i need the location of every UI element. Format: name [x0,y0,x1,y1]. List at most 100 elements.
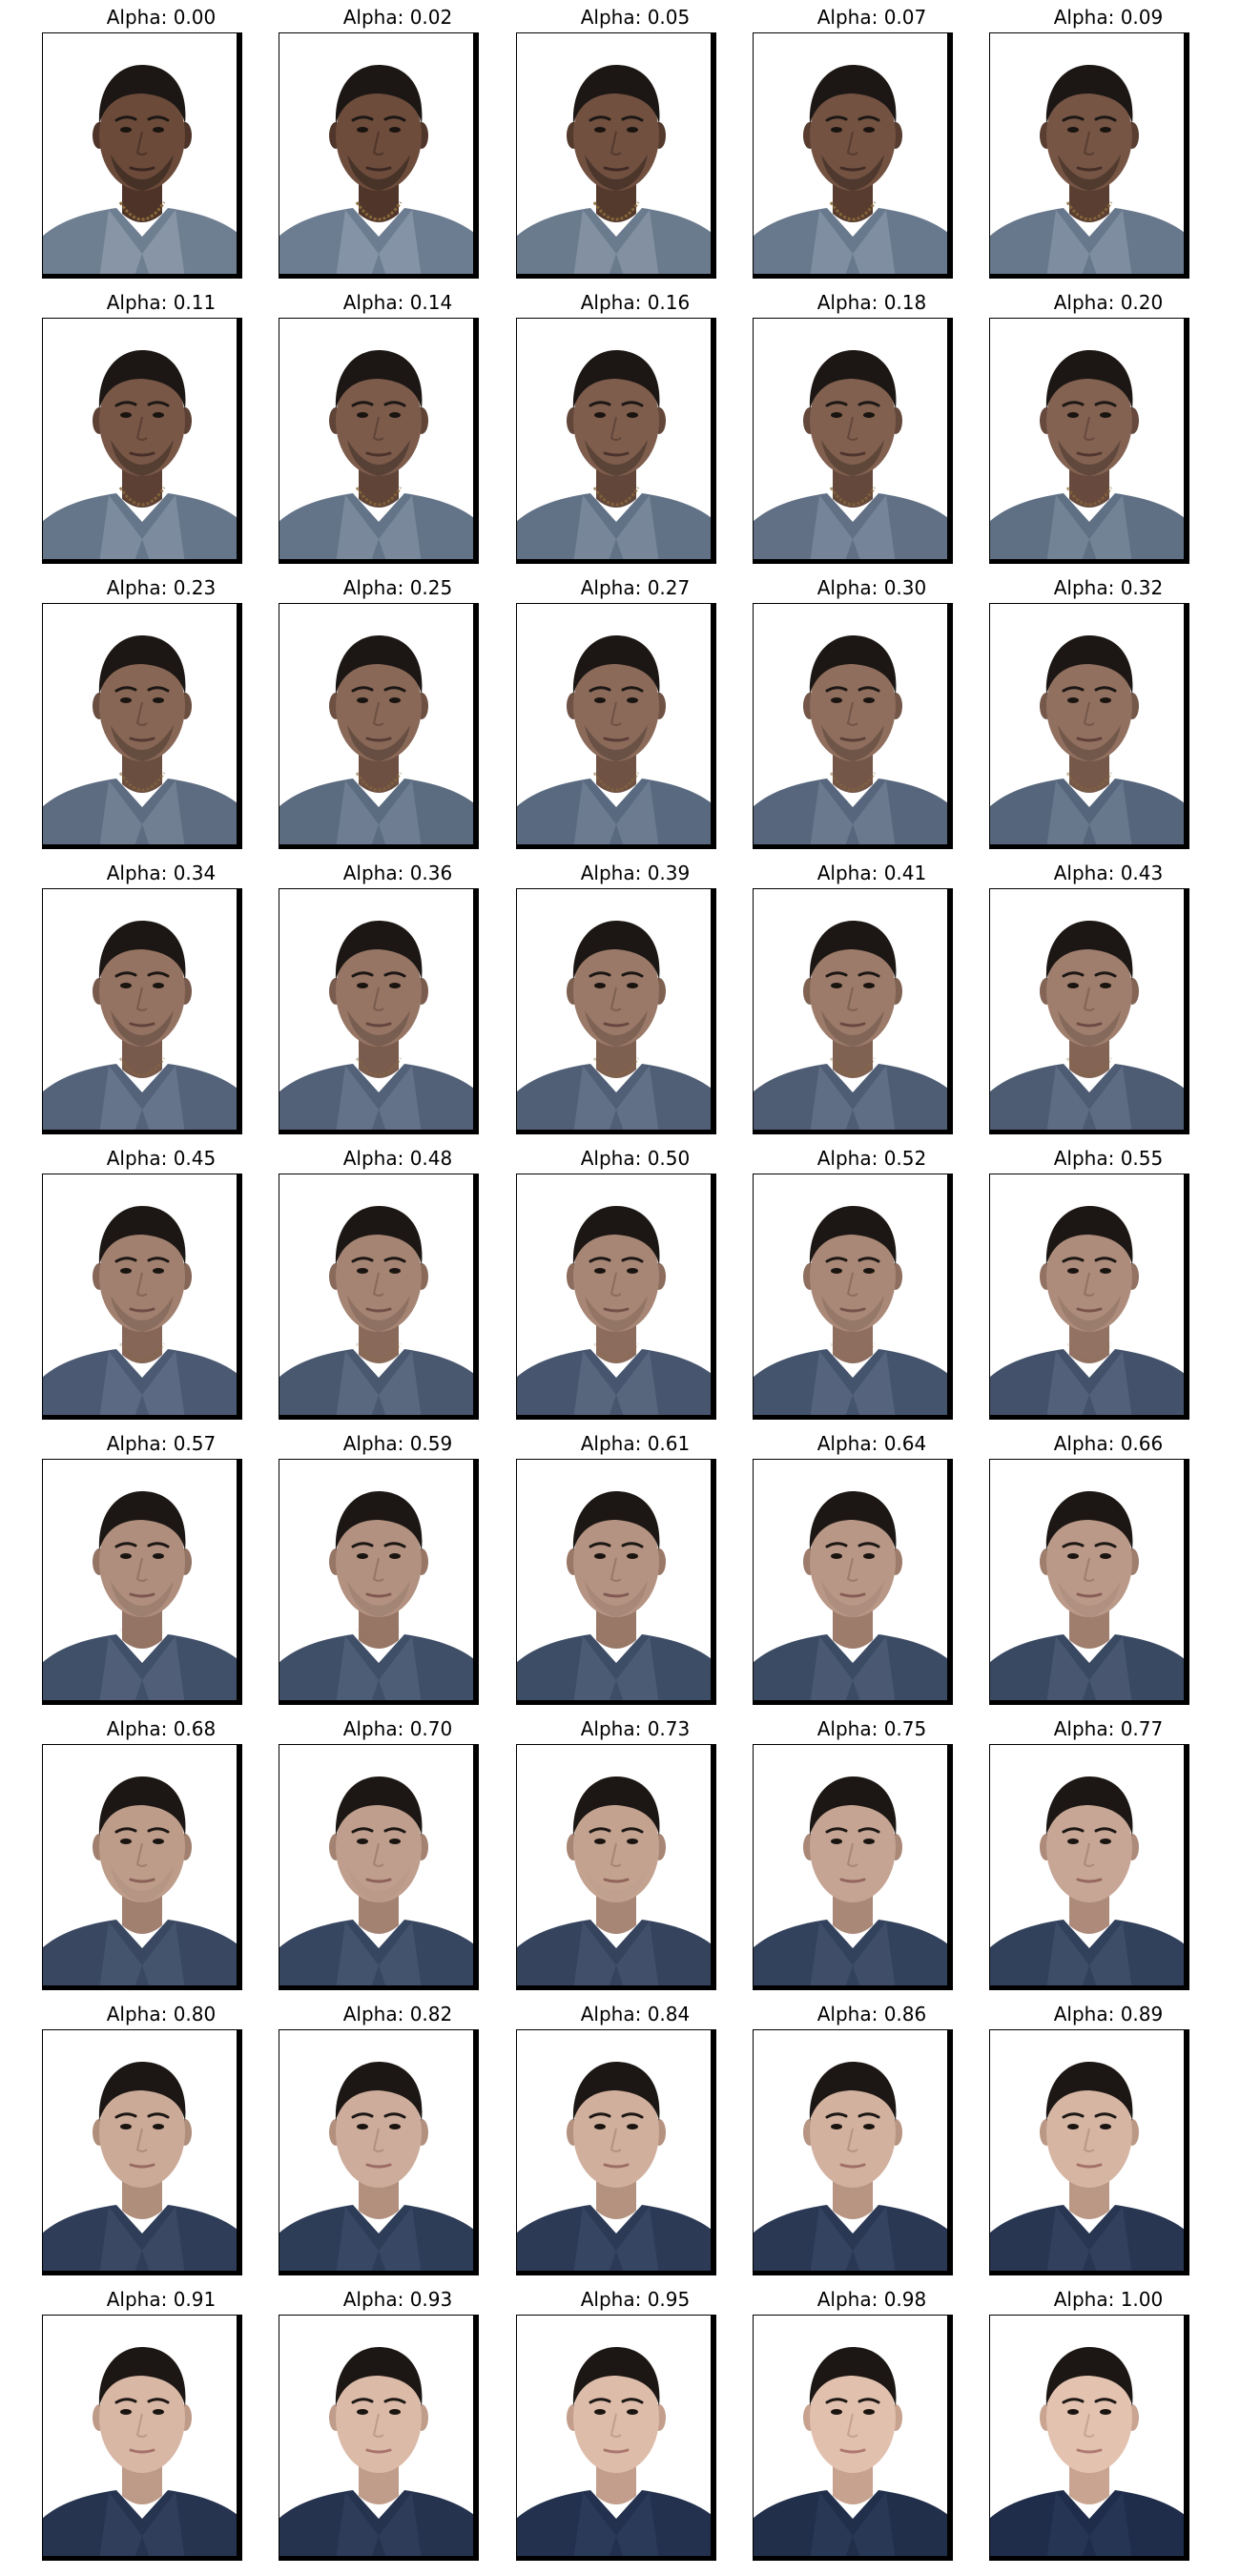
morph-panel: Alpha: 0.18 [753,285,991,571]
panel-title: Alpha: 0.66 [1053,1432,1164,1455]
portrait-image [989,1459,1189,1705]
panel-title: Alpha: 0.34 [106,862,217,884]
panel-title: Alpha: 0.09 [1053,6,1164,29]
portrait-image [989,603,1189,849]
portrait-image [42,1744,242,1990]
portrait-image [989,1744,1189,1990]
portrait-image [989,2315,1189,2561]
morph-panel: Alpha: 0.11 [42,285,280,571]
portrait-image [753,2029,953,2275]
portrait-svg [989,1174,1189,1420]
morph-panel: Alpha: 0.68 [42,1712,280,1998]
panel-title: Alpha: 0.86 [816,2003,927,2025]
portrait-svg [279,1459,479,1705]
panel-title: Alpha: 0.14 [342,291,453,314]
portrait-svg [753,1459,953,1705]
portrait-image [753,32,953,279]
morph-panel: Alpha: 0.66 [989,1426,1228,1713]
morph-panel: Alpha: 0.57 [42,1426,280,1713]
portrait-image [42,2315,242,2561]
portrait-svg [516,1744,716,1990]
morph-panel: Alpha: 0.55 [989,1141,1228,1427]
panel-title: Alpha: 0.25 [342,576,453,599]
portrait-svg [42,1744,242,1990]
portrait-svg [753,32,953,279]
panel-title: Alpha: 0.45 [106,1147,217,1170]
portrait-svg [989,1459,1189,1705]
panel-title: Alpha: 0.64 [816,1432,927,1455]
morph-panel: Alpha: 0.34 [42,856,280,1142]
panel-title: Alpha: 1.00 [1053,2288,1164,2311]
morph-panel: Alpha: 0.16 [516,285,754,571]
portrait-image [42,1459,242,1705]
portrait-image [516,32,716,279]
portrait-svg [753,2315,953,2561]
portrait-image [989,2029,1189,2275]
portrait-svg [42,318,242,564]
portrait-svg [753,318,953,564]
portrait-svg [42,1174,242,1420]
portrait-svg [753,1744,953,1990]
portrait-svg [42,2315,242,2561]
portrait-svg [516,1174,716,1420]
morph-panel: Alpha: 0.77 [989,1712,1228,1998]
panel-title: Alpha: 0.23 [106,576,217,599]
morph-panel: Alpha: 0.05 [516,0,754,286]
morph-panel: Alpha: 0.25 [279,571,517,857]
morph-panel: Alpha: 0.27 [516,571,754,857]
panel-title: Alpha: 0.11 [106,291,217,314]
portrait-svg [279,603,479,849]
morph-panel: Alpha: 0.95 [516,2282,754,2568]
portrait-image [279,603,479,849]
panel-title: Alpha: 0.98 [816,2288,927,2311]
morph-panel: Alpha: 0.41 [753,856,991,1142]
portrait-image [516,1459,716,1705]
portrait-image [753,2315,953,2561]
panel-title: Alpha: 0.75 [816,1717,927,1740]
portrait-image [279,1174,479,1420]
portrait-svg [753,2029,953,2275]
panel-title: Alpha: 0.61 [580,1432,691,1455]
portrait-svg [516,1459,716,1705]
portrait-image [279,888,479,1134]
portrait-svg [42,1459,242,1705]
morph-panel: Alpha: 0.82 [279,1997,517,2283]
panel-title: Alpha: 0.68 [106,1717,217,1740]
portrait-image [279,2315,479,2561]
panel-title: Alpha: 0.30 [816,576,927,599]
portrait-svg [42,2029,242,2275]
portrait-image [42,1174,242,1420]
portrait-svg [279,32,479,279]
portrait-image [516,2029,716,2275]
panel-title: Alpha: 0.32 [1053,576,1164,599]
morph-panel: Alpha: 0.30 [753,571,991,857]
morph-panel: Alpha: 0.91 [42,2282,280,2568]
panel-title: Alpha: 0.80 [106,2003,217,2025]
morph-panel: Alpha: 0.61 [516,1426,754,1713]
portrait-image [753,1744,953,1990]
panel-title: Alpha: 0.02 [342,6,453,29]
panel-title: Alpha: 0.52 [816,1147,927,1170]
portrait-svg [279,2315,479,2561]
morph-panel: Alpha: 0.23 [42,571,280,857]
portrait-svg [279,1744,479,1990]
panel-title: Alpha: 0.07 [816,6,927,29]
morph-panel: Alpha: 0.20 [989,285,1228,571]
morph-panel: Alpha: 0.89 [989,1997,1228,2283]
morph-panel: Alpha: 0.86 [753,1997,991,2283]
morph-panel: Alpha: 0.75 [753,1712,991,1998]
portrait-image [516,2315,716,2561]
morph-panel: Alpha: 0.93 [279,2282,517,2568]
portrait-image [989,1174,1189,1420]
panel-title: Alpha: 0.93 [342,2288,453,2311]
panel-title: Alpha: 0.20 [1053,291,1164,314]
panel-title: Alpha: 0.73 [580,1717,691,1740]
portrait-svg [279,1174,479,1420]
portrait-svg [753,1174,953,1420]
morph-panel: Alpha: 0.39 [516,856,754,1142]
panel-title: Alpha: 0.48 [342,1147,453,1170]
portrait-svg [989,2315,1189,2561]
morph-panel: Alpha: 0.07 [753,0,991,286]
portrait-svg [989,32,1189,279]
morph-panel: Alpha: 0.00 [42,0,280,286]
